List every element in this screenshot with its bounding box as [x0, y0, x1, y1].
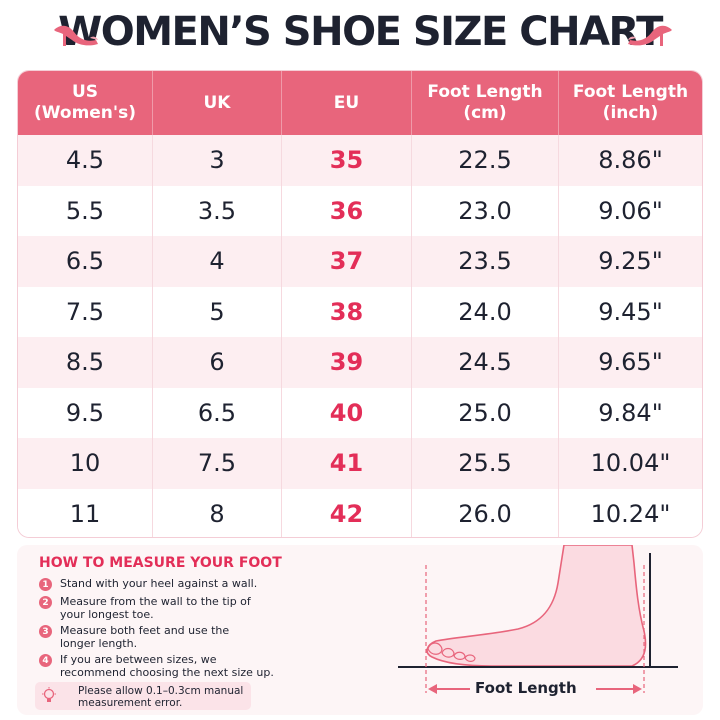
- arrowhead-left: [428, 684, 437, 694]
- table-row: 7.5 5 38 24.0 9.45": [18, 286, 702, 337]
- measurement-note: Please allow 0.1–0.3cm manual measuremen…: [35, 682, 251, 710]
- cell-eu: 36: [282, 185, 412, 236]
- step-number: 2: [39, 596, 52, 609]
- cell-foot-length-cm: 24.5: [412, 337, 559, 388]
- arrowhead-right: [633, 684, 642, 694]
- chart-header: WOMEN’S SHOE SIZE CHART: [0, 6, 720, 58]
- foot-length-label: Foot Length: [475, 679, 577, 697]
- cell-eu: 39: [282, 337, 412, 388]
- header-sublabel: (Women's): [33, 103, 137, 123]
- cell-eu: 40: [282, 387, 412, 438]
- cell-foot-length-inch: 10.04": [590, 449, 671, 478]
- header-label: US: [71, 82, 99, 102]
- table-row: 5.5 3.5 36 23.0 9.06": [18, 185, 702, 236]
- cell-foot-length-cm: 25.5: [412, 438, 559, 489]
- table-row: 11 8 42 26.0 10.24": [18, 488, 702, 537]
- foot-measure-diagram: [398, 545, 678, 694]
- step-text: Measure both feet and use the longer len…: [60, 624, 230, 650]
- cell-uk: 4: [153, 236, 282, 287]
- cell-foot-length-cm: 26.0: [412, 488, 559, 537]
- page-title: WOMEN’S SHOE SIZE CHART: [58, 9, 663, 55]
- cell-us: 10: [18, 438, 153, 489]
- step-text: Measure from the wall to the tip of your…: [60, 595, 251, 621]
- cell-eu: 41: [282, 438, 412, 489]
- measure-step: 1 Stand with your heel against a wall.: [39, 577, 300, 591]
- cell-foot-length-inch: 9.45": [598, 297, 663, 326]
- header-sublabel: (cm): [463, 103, 507, 123]
- table-row: 6.5 4 37 23.5 9.25": [18, 236, 702, 287]
- cell-foot-length-inch: 9.84": [598, 398, 663, 427]
- header-us: US (Women's): [18, 71, 153, 135]
- measure-step: 2 Measure from the wall to the tip of yo…: [39, 595, 260, 621]
- measure-title: HOW TO MEASURE YOUR FOOT: [39, 555, 282, 571]
- cell-uk: 6.5: [153, 387, 282, 438]
- lightbulb-icon: [42, 687, 56, 702]
- step-number: 3: [39, 625, 52, 638]
- step-number: 4: [39, 654, 52, 667]
- table-body: 4.5 3 35 22.5 8.86" 5.5 3.5 36 23.0 9.06" 6.5 4 37 23…: [18, 135, 702, 537]
- high-heel-icon: [628, 25, 672, 46]
- cell-foot-length-cm: 22.5: [412, 135, 559, 186]
- cell-foot-length-inch: 9.25": [598, 247, 663, 276]
- cell-eu: 38: [282, 286, 412, 337]
- table-row: 9.5 6.5 40 25.0 9.84": [18, 387, 702, 438]
- step-text: Stand with your heel against a wall.: [60, 577, 258, 590]
- cell-foot-length-inch: 10.24": [590, 499, 671, 528]
- cell-foot-length-inch: 9.65": [598, 348, 663, 377]
- cell-foot-length-cm: 23.5: [412, 236, 559, 287]
- step-number: 1: [39, 578, 52, 591]
- cell-us: 5.5: [18, 185, 153, 236]
- step-text: If you are between sizes, we recommend c…: [60, 653, 274, 679]
- note-text: Please allow 0.1–0.3cm manual measuremen…: [78, 685, 244, 709]
- cell-eu: 42: [282, 488, 412, 537]
- cell-foot-length-inch: 8.86": [598, 146, 663, 175]
- cell-uk: 5: [153, 286, 282, 337]
- header-sublabel: (inch): [602, 103, 659, 123]
- header-label: Foot Length: [572, 82, 689, 102]
- table-row: 4.5 3 35 22.5 8.86": [18, 135, 702, 186]
- toe: [453, 651, 466, 660]
- table-row: 10 7.5 41 25.5 10.04": [18, 438, 702, 489]
- measure-step: 4 If you are between sizes, we recommend…: [39, 653, 285, 679]
- cell-uk: 3.5: [153, 185, 282, 236]
- cell-us: 9.5: [18, 387, 153, 438]
- size-table: US (Women's) UK EU Foot Length (cm) Foot…: [17, 70, 703, 538]
- cell-foot-length-cm: 25.0: [412, 387, 559, 438]
- measure-step: 3 Measure both feet and use the longer l…: [39, 624, 250, 650]
- measure-panel: HOW TO MEASURE YOUR FOOT 1 Stand with yo…: [17, 545, 703, 715]
- cell-us: 8.5: [18, 337, 153, 388]
- cell-foot-length-inch: 9.06": [598, 196, 663, 225]
- cell-uk: 3: [153, 135, 282, 186]
- cell-uk: 6: [153, 337, 282, 388]
- cell-uk: 8: [153, 488, 282, 537]
- toe: [464, 654, 476, 662]
- header-label: Foot Length: [427, 82, 543, 102]
- high-heel-icon: [54, 25, 98, 46]
- cell-us: 7.5: [18, 286, 153, 337]
- header-eu: EU: [282, 71, 412, 135]
- header-label: UK: [203, 92, 231, 113]
- header-label: EU: [333, 92, 360, 113]
- cell-foot-length-cm: 24.0: [412, 286, 559, 337]
- foot-shape: [426, 545, 647, 667]
- cell-uk: 7.5: [153, 438, 282, 489]
- table-header: US (Women's) UK EU Foot Length (cm) Foot…: [18, 71, 702, 135]
- cell-foot-length-cm: 23.0: [412, 185, 559, 236]
- cell-us: 4.5: [18, 135, 153, 186]
- header-uk: UK: [153, 71, 282, 135]
- toe: [441, 647, 455, 658]
- header-foot-length-cm: Foot Length (cm): [412, 71, 559, 135]
- cell-eu: 37: [282, 236, 412, 287]
- cell-us: 11: [18, 488, 153, 537]
- cell-eu: 35: [282, 135, 412, 186]
- header-foot-length-inch: Foot Length (inch): [559, 71, 702, 135]
- table-row: 8.5 6 39 24.5 9.65": [18, 337, 702, 388]
- cell-us: 6.5: [18, 236, 153, 287]
- toe: [427, 642, 443, 655]
